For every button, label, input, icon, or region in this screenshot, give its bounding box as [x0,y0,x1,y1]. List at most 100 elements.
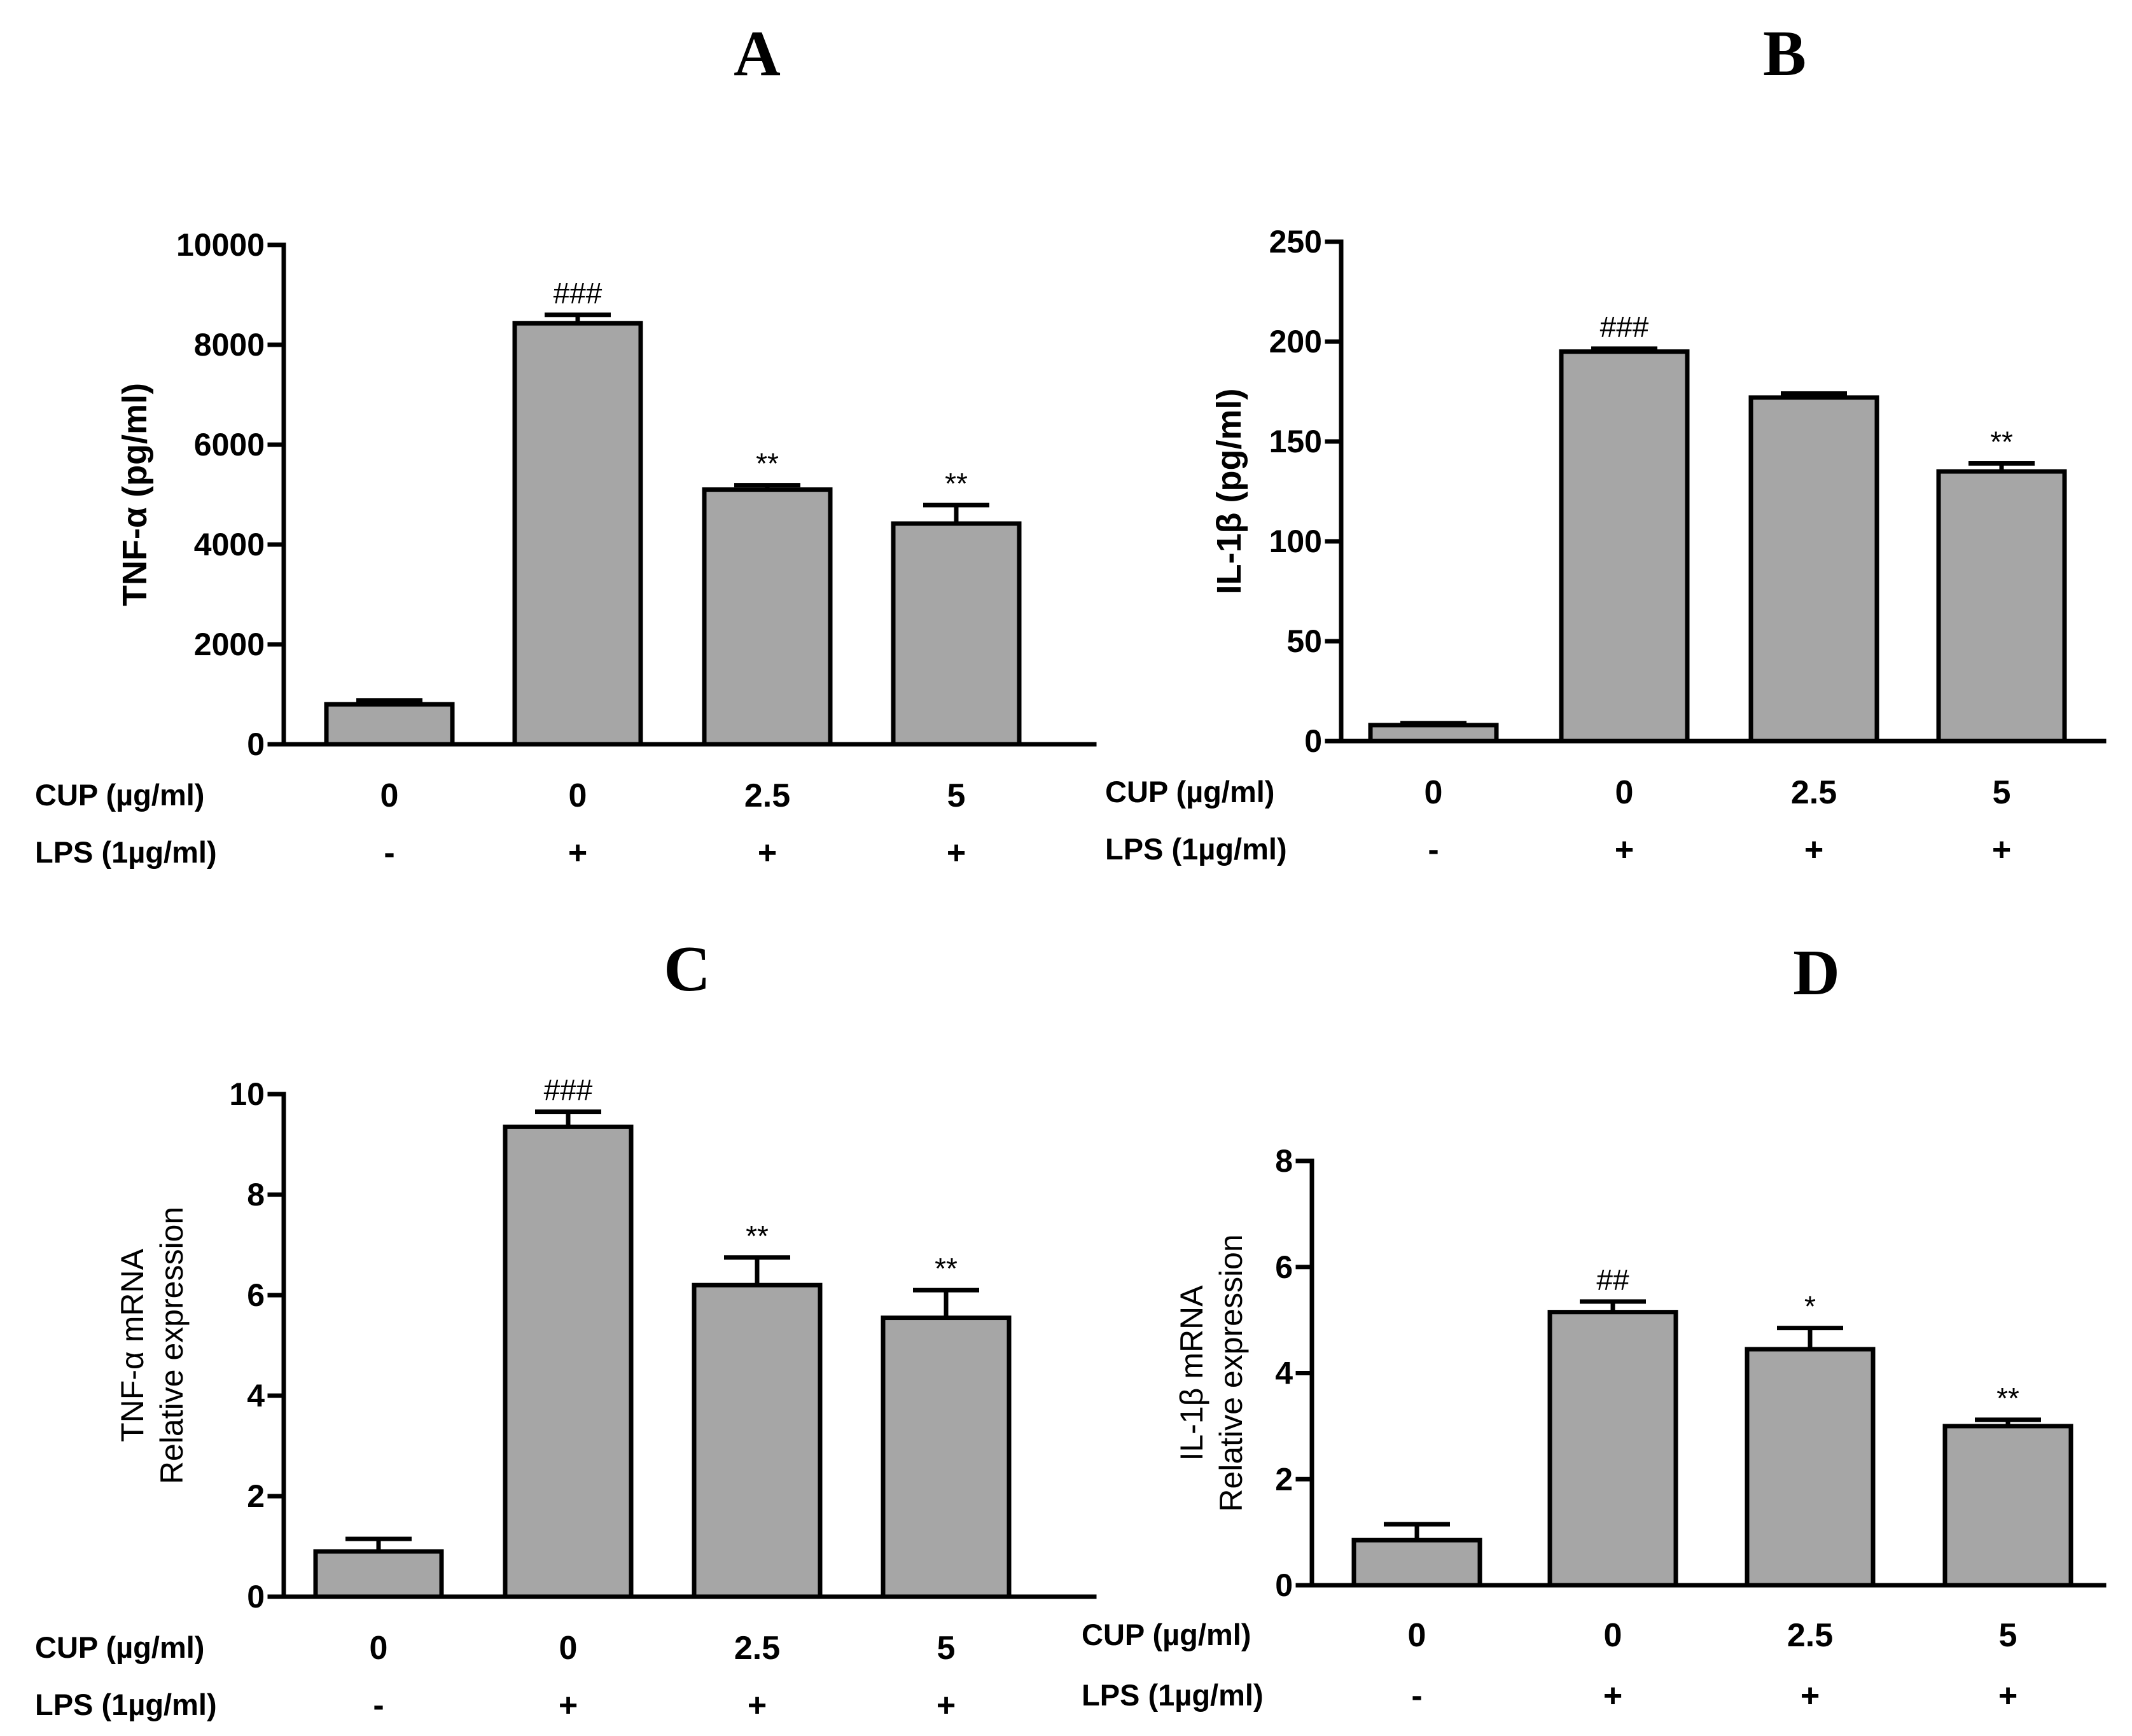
y-tick-label: 6 [247,1277,265,1313]
cup-value: 0 [559,1630,578,1667]
bar [1748,395,1879,744]
cup-value: 0 [1408,1617,1426,1654]
panel-letter: B [1763,18,1806,90]
panel-C: C ### ** ** 0 2 4 6 8 10 TNF-α mRNA Relative expres… [35,933,1097,1724]
y-tick-label: 0 [1304,723,1322,759]
y-axis-label-line: Relative expression [1213,1234,1249,1511]
significance-marker: * [1804,1290,1816,1323]
y-tick-label: 2000 [194,627,265,662]
y-tick-label: 2 [247,1478,265,1514]
lps-value: - [373,1687,384,1724]
lps-row-label: LPS (1µg/ml) [35,1688,217,1721]
cup-row-label: CUP (µg/ml) [1105,775,1274,809]
cup-value: 5 [937,1630,956,1667]
y-axis-label: TNF-α mRNA Relative expression [115,1207,190,1484]
significance-marker: ** [756,447,779,480]
lps-value: - [1411,1677,1422,1714]
y-tick-label: 200 [1269,324,1322,359]
y-tick-label: 0 [247,1579,265,1614]
bar [1745,1347,1876,1588]
y-axis-label-line: TNF-α (pg/ml) [116,383,154,606]
y-tick-label: 250 [1269,224,1322,260]
lps-value: + [559,1687,578,1724]
lps-value: + [1992,831,2011,868]
bar [692,1282,823,1599]
y-axis-label-line: IL-1β (pg/ml) [1210,389,1248,595]
bar [702,487,833,747]
y-axis-label: TNF-α (pg/ml) [116,383,154,606]
y-tick-label: 100 [1269,524,1322,559]
y-tick-label: 4 [247,1378,265,1413]
cup-value: 0 [370,1630,388,1667]
y-tick-label: 10 [229,1076,265,1112]
bar [313,1549,444,1599]
panel-A: A ### ** ** 0 2000 4000 6000 8000 10000 TNF-α (pg/… [35,18,1097,871]
bar [503,1124,634,1599]
significance-marker: ** [1996,1382,2019,1415]
cup-row-label: CUP (µg/ml) [35,778,204,812]
lps-value: + [1603,1677,1622,1714]
y-tick-label: 4000 [194,527,265,562]
y-tick-label: 0 [1275,1567,1293,1603]
lps-row-label: LPS (1µg/ml) [35,835,217,869]
y-tick-label: 4 [1275,1356,1293,1391]
cup-value: 5 [1999,1617,2017,1654]
panel-letter: D [1793,937,1840,1009]
significance-marker: ### [1600,310,1649,344]
y-tick-label: 8 [247,1177,265,1212]
bar [1936,469,2067,744]
cup-value: 5 [947,777,966,814]
y-axis-label-line: IL-1β mRNA [1174,1285,1209,1461]
lps-value: + [1804,831,1823,868]
cup-row-label: CUP (µg/ml) [35,1630,204,1664]
panel-letter: C [664,933,711,1005]
y-tick-label: 50 [1286,623,1322,659]
y-tick-label: 150 [1269,424,1322,459]
lps-value: - [384,835,394,871]
significance-marker: ** [945,467,968,500]
lps-row-label: LPS (1µg/ml) [1105,832,1287,866]
cup-value: 2.5 [1787,1617,1833,1654]
lps-row-label: LPS (1µg/ml) [1082,1678,1264,1712]
significance-marker: ** [746,1219,769,1253]
cup-value: 2.5 [734,1630,780,1667]
cup-value: 0 [1615,774,1634,811]
cup-value: 0 [1425,774,1443,811]
lps-value: - [1428,831,1439,868]
cup-value: 0 [380,777,399,814]
significance-marker: ** [1990,426,2013,459]
significance-marker: ** [935,1252,958,1285]
cup-value: 2.5 [1791,774,1837,811]
cup-value: 0 [569,777,587,814]
y-tick-label: 6 [1275,1249,1293,1285]
bar [1368,723,1499,744]
y-tick-label: 0 [247,726,265,762]
lps-value: + [748,1687,767,1724]
significance-marker: ### [554,277,603,310]
bar [891,521,1022,747]
y-tick-label: 8000 [194,327,265,363]
y-axis-label-line: Relative expression [154,1207,190,1484]
significance-marker: ## [1596,1263,1629,1296]
lps-value: + [568,835,587,871]
y-tick-label: 8 [1275,1143,1293,1179]
bar [1351,1538,1482,1588]
bar [324,702,455,747]
lps-value: + [1615,831,1634,868]
bar [512,321,643,747]
significance-marker: ### [544,1074,593,1107]
panel-letter: A [734,18,781,90]
y-axis-label: IL-1β mRNA Relative expression [1174,1234,1249,1511]
lps-value: + [1998,1677,2017,1714]
lps-value: + [758,835,777,871]
cup-value: 5 [1993,774,2011,811]
bar [1559,349,1690,744]
y-tick-label: 10000 [176,227,265,263]
cup-row-label: CUP (µg/ml) [1082,1618,1251,1651]
y-tick-label: 2 [1275,1461,1293,1497]
y-tick-label: 6000 [194,427,265,462]
bar [1942,1424,2073,1588]
